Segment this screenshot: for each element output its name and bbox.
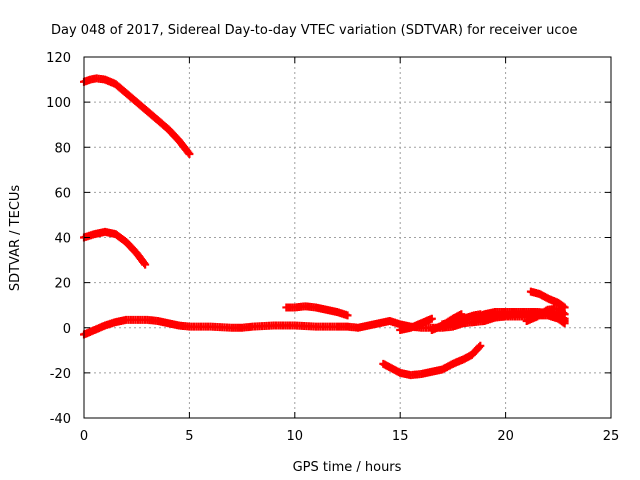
- y-tick-label: 60: [54, 186, 71, 201]
- data-point: [427, 314, 436, 323]
- y-tick-label: 120: [46, 51, 71, 66]
- data-markers: [80, 74, 569, 380]
- x-tick-label: 20: [497, 429, 514, 444]
- y-tick-label: 0: [63, 322, 71, 337]
- x-ticks: 0 5 10 15 20 25: [80, 57, 619, 444]
- x-tick-label: 15: [392, 429, 409, 444]
- data-point: [343, 311, 352, 320]
- data-point: [476, 341, 485, 350]
- series-arc-5: [396, 314, 436, 335]
- y-tick-label: 20: [54, 277, 71, 292]
- x-axis-label: GPS time / hours: [293, 460, 402, 475]
- series-arc-12: [522, 304, 569, 325]
- y-tick-label: -40: [50, 412, 71, 427]
- x-tick-label: 5: [185, 429, 193, 444]
- y-tick-label: 100: [46, 96, 71, 111]
- y-axis-label: SDTVAR / TECUs: [8, 185, 23, 292]
- data-point: [185, 150, 194, 159]
- y-ticks: -40 -20 0 20 40 60 80 100 120: [46, 51, 611, 427]
- x-tick-label: 0: [80, 429, 88, 444]
- data-point: [141, 260, 150, 269]
- y-tick-label: 40: [54, 232, 71, 247]
- chart-title: Day 048 of 2017, Sidereal Day-to-day VTE…: [51, 23, 577, 38]
- series-arc-4: [282, 302, 352, 320]
- data-point: [560, 310, 569, 319]
- series-arc-1: [80, 74, 194, 159]
- x-tick-label: 10: [287, 429, 304, 444]
- grid-lines: [84, 57, 611, 418]
- plot-frame: [83, 56, 612, 419]
- data-point: [475, 343, 484, 352]
- series-arc-2: [80, 227, 150, 269]
- data-point: [559, 309, 568, 318]
- series-arc-8: [379, 341, 485, 380]
- x-tick-label: 25: [603, 429, 620, 444]
- y-tick-label: -20: [50, 367, 71, 382]
- y-tick-label: 80: [54, 141, 71, 156]
